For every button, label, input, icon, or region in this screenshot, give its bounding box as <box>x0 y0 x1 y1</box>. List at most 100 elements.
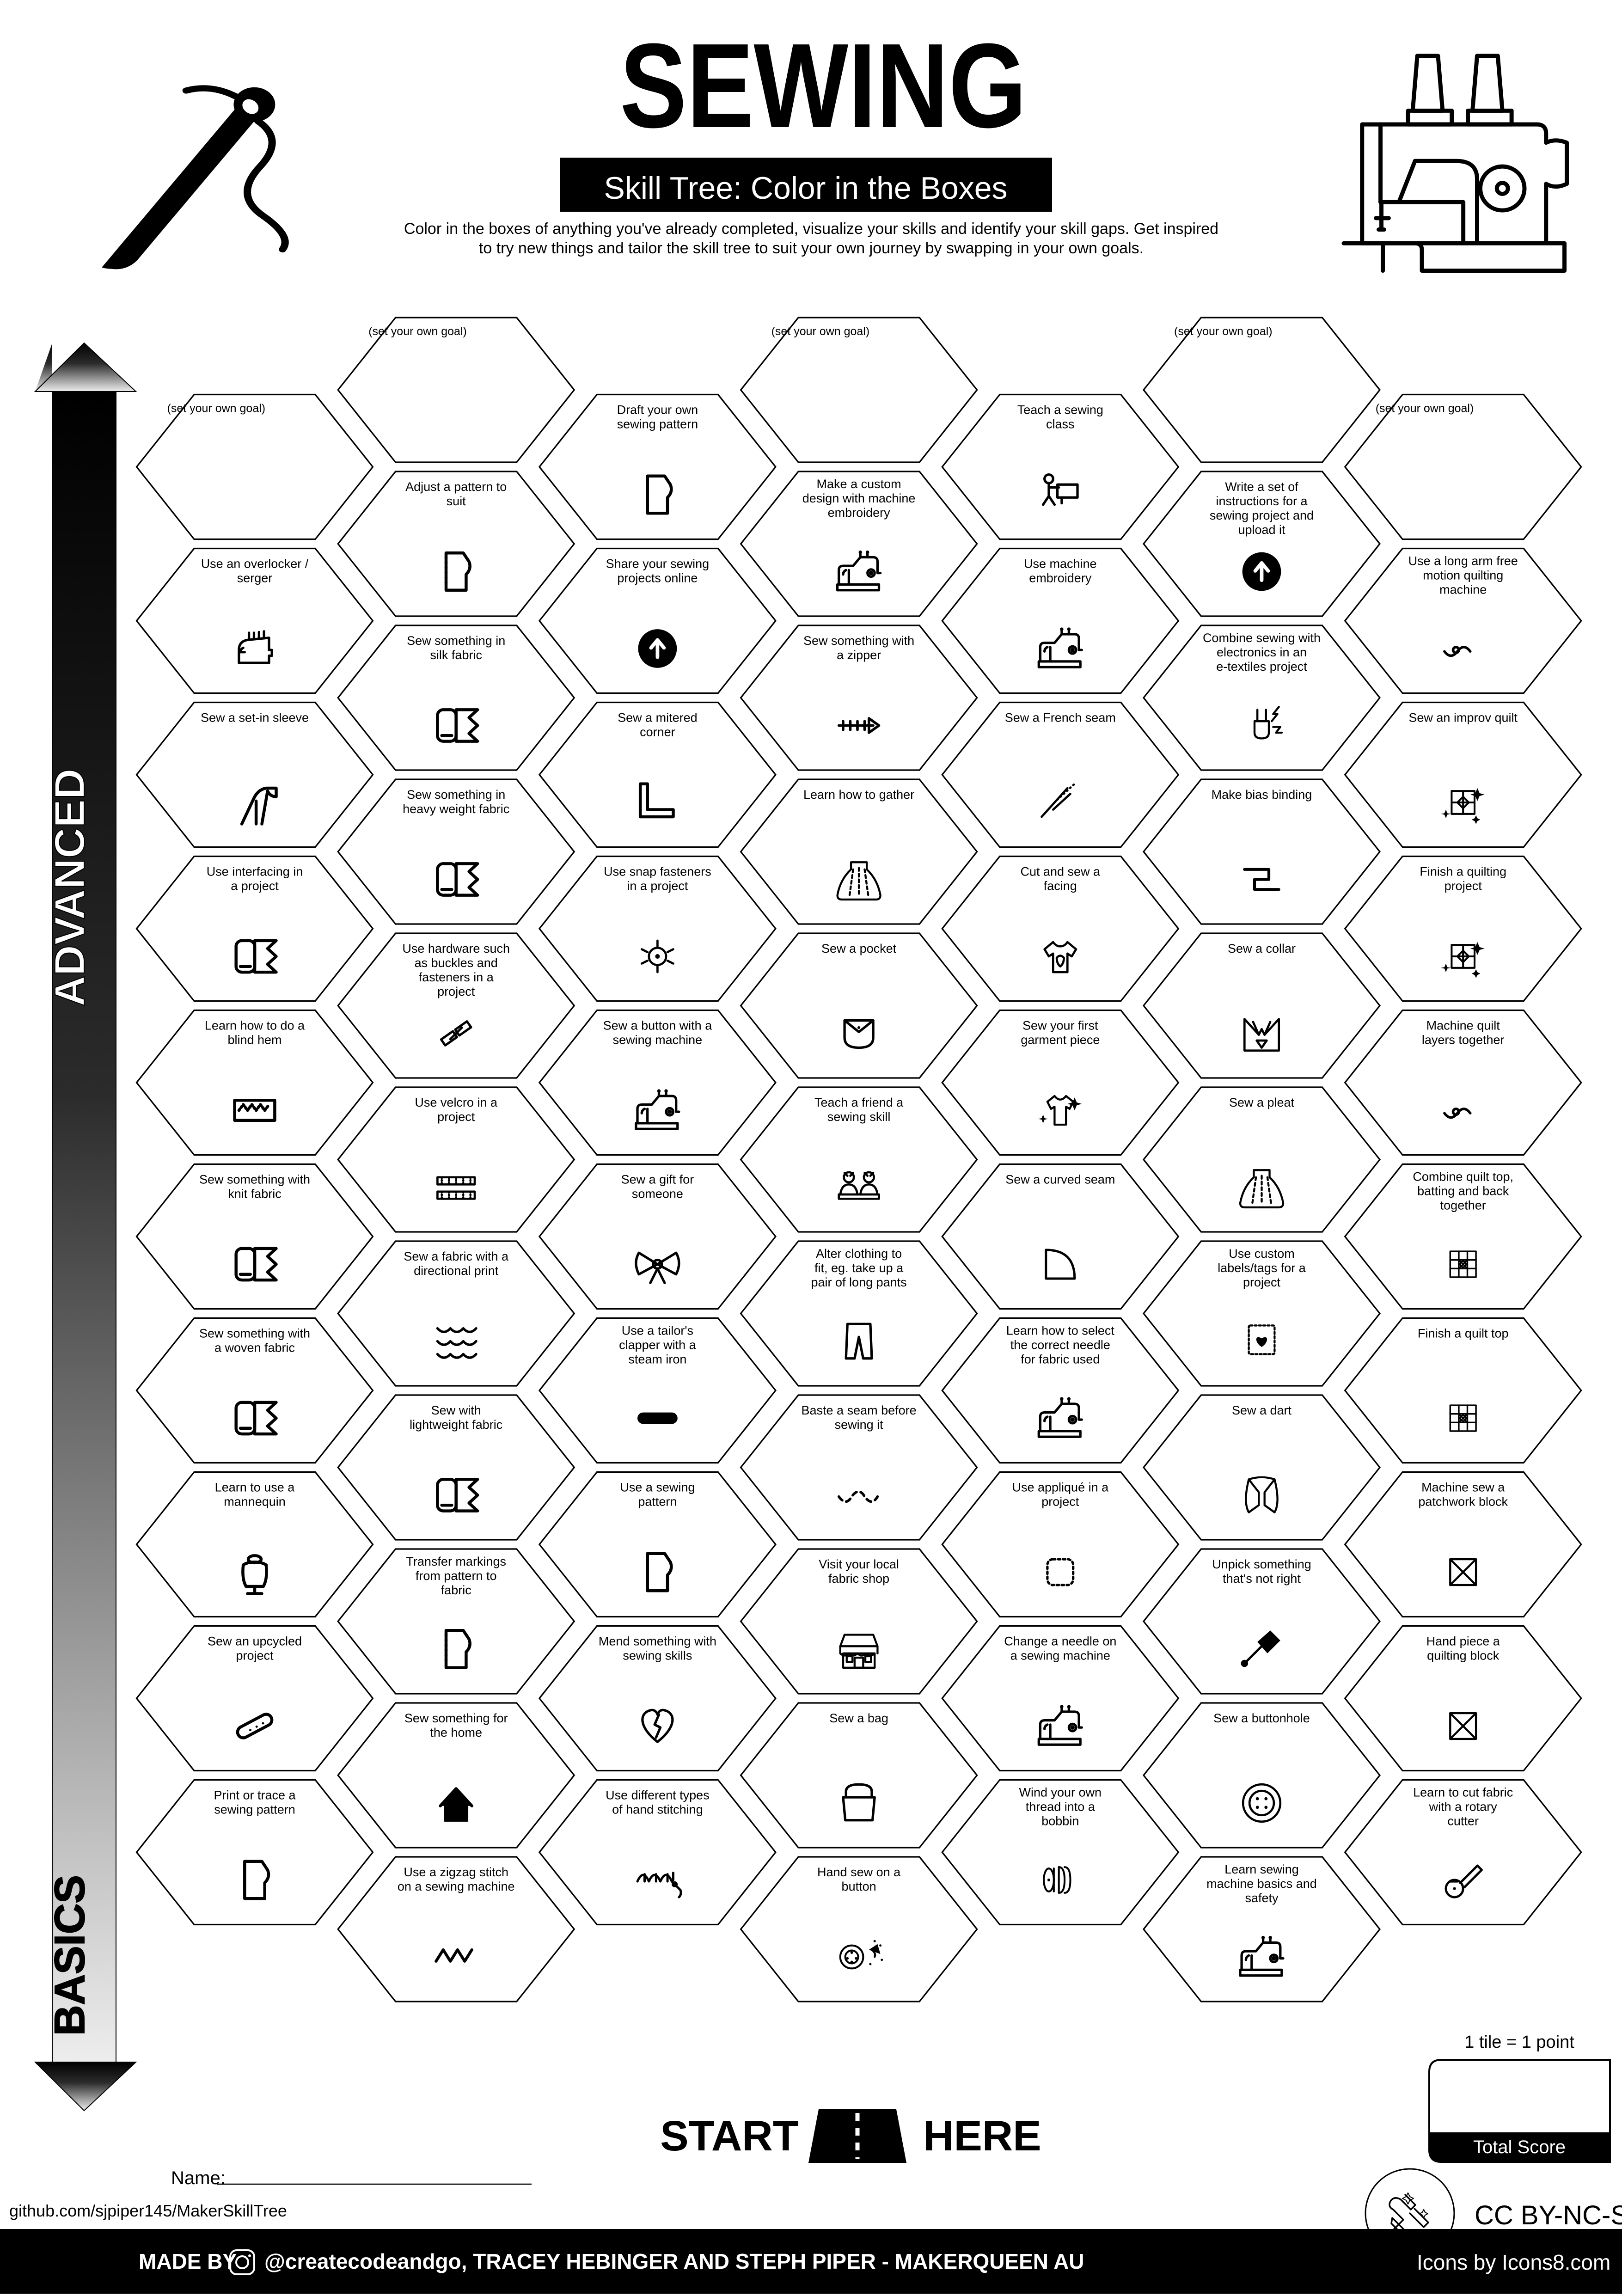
svg-text:1 tile = 1 point: 1 tile = 1 point <box>1464 2033 1574 2052</box>
svg-text:Learn to cut fabric: Learn to cut fabric <box>1413 1786 1513 1800</box>
svg-text:that's not right: that's not right <box>1223 1572 1301 1586</box>
svg-text:Visit your local: Visit your local <box>819 1557 899 1571</box>
svg-text:class: class <box>1046 417 1075 431</box>
svg-text:Use machine: Use machine <box>1024 557 1097 571</box>
svg-text:(set your own goal): (set your own goal) <box>368 325 467 338</box>
svg-text:Use a long arm free: Use a long arm free <box>1408 554 1518 568</box>
svg-text:Sew a gift for: Sew a gift for <box>621 1173 694 1187</box>
svg-text:Finish a quilt top: Finish a quilt top <box>1418 1327 1509 1341</box>
svg-text:e-textiles project: e-textiles project <box>1216 660 1307 673</box>
svg-text:a project: a project <box>231 879 279 893</box>
svg-text:a woven fabric: a woven fabric <box>214 1341 295 1355</box>
svg-text:(set your own goal): (set your own goal) <box>167 402 266 415</box>
svg-text:safety: safety <box>1245 1891 1279 1905</box>
svg-text:facing: facing <box>1044 879 1077 893</box>
svg-text:Sew with: Sew with <box>431 1403 481 1417</box>
svg-text:upload it: upload it <box>1238 523 1285 537</box>
svg-text:instructions for a: instructions for a <box>1216 494 1308 508</box>
svg-text:Machine sew a: Machine sew a <box>1421 1481 1505 1494</box>
svg-text:sewing machine: sewing machine <box>613 1033 703 1047</box>
svg-text:Sew a mitered: Sew a mitered <box>618 711 698 725</box>
svg-text:machine: machine <box>1439 583 1487 597</box>
svg-text:sewing pattern: sewing pattern <box>214 1803 295 1817</box>
svg-text:Use a sewing: Use a sewing <box>620 1481 695 1494</box>
svg-text:Share your sewing: Share your sewing <box>606 557 710 571</box>
svg-text:a sewing machine: a sewing machine <box>1010 1649 1110 1663</box>
svg-text:HERE: HERE <box>923 2112 1041 2160</box>
svg-text:of hand stitching: of hand stitching <box>612 1803 703 1817</box>
svg-text:Sew something with: Sew something with <box>803 634 914 648</box>
svg-text:Use appliqué in a: Use appliqué in a <box>1012 1481 1109 1494</box>
svg-text:Print or trace a: Print or trace a <box>214 1788 296 1802</box>
svg-text:projects online: projects online <box>617 571 698 585</box>
svg-text:Sew a French seam: Sew a French seam <box>1005 711 1116 725</box>
svg-text:sewing project and: sewing project and <box>1210 508 1314 522</box>
svg-text:Sew a button with a: Sew a button with a <box>603 1019 713 1033</box>
svg-text:Sew something for: Sew something for <box>404 1711 508 1725</box>
svg-text:Use snap fasteners: Use snap fasteners <box>604 865 711 879</box>
svg-text:serger: serger <box>237 571 273 585</box>
svg-text:Icons by Icons8.com: Icons by Icons8.com <box>1417 2250 1610 2274</box>
svg-text:directional print: directional print <box>414 1264 499 1278</box>
svg-text:Color in the boxes of anything: Color in the boxes of anything you've al… <box>404 220 1218 238</box>
svg-text:Sew a collar: Sew a collar <box>1228 942 1296 955</box>
svg-text:Sew something with: Sew something with <box>199 1327 310 1341</box>
svg-text:ADVANCED: ADVANCED <box>46 769 93 1007</box>
svg-text:Sew a fabric with a: Sew a fabric with a <box>404 1249 509 1263</box>
svg-text:Use different types: Use different types <box>606 1788 710 1802</box>
svg-text:Hand sew on a: Hand sew on a <box>817 1865 901 1879</box>
svg-text:embroidery: embroidery <box>1029 571 1092 585</box>
svg-text:fit, eg. take up a: fit, eg. take up a <box>814 1261 904 1275</box>
svg-text:as buckles and: as buckles and <box>415 956 498 970</box>
svg-text:fabric shop: fabric shop <box>828 1572 889 1586</box>
svg-text:@createcodeandgo, TRACEY HEBIN: @createcodeandgo, TRACEY HEBINGER AND ST… <box>264 2249 1084 2273</box>
svg-text:garment piece: garment piece <box>1021 1033 1100 1047</box>
svg-text:sewing it: sewing it <box>835 1418 884 1432</box>
svg-text:github.com/sjpiper145/MakerSki: github.com/sjpiper145/MakerSkillTree <box>9 2201 287 2220</box>
svg-text:electronics in an: electronics in an <box>1217 645 1307 659</box>
svg-text:pair of long pants: pair of long pants <box>811 1275 907 1289</box>
svg-text:to try new things and tailor t: to try new things and tailor the skill t… <box>479 239 1144 257</box>
svg-text:quilting block: quilting block <box>1427 1649 1500 1663</box>
svg-text:MADE BY: MADE BY <box>139 2249 237 2273</box>
svg-text:Change a needle on: Change a needle on <box>1004 1635 1116 1648</box>
svg-text:for fabric used: for fabric used <box>1021 1353 1100 1366</box>
svg-text:Teach a friend a: Teach a friend a <box>814 1096 904 1109</box>
svg-text:the home: the home <box>430 1726 482 1739</box>
svg-text:mannequin: mannequin <box>224 1495 286 1509</box>
svg-text:Use velcro in a: Use velcro in a <box>415 1096 498 1109</box>
svg-text:design with machine: design with machine <box>802 491 916 505</box>
svg-text:thread into a: thread into a <box>1026 1800 1096 1814</box>
svg-text:pattern: pattern <box>638 1495 677 1509</box>
svg-text:Sew something in: Sew something in <box>407 788 505 802</box>
svg-text:corner: corner <box>640 725 675 739</box>
svg-text:together: together <box>1440 1199 1486 1212</box>
svg-text:Make bias binding: Make bias binding <box>1212 788 1312 802</box>
svg-text:Sew a pocket: Sew a pocket <box>821 942 897 955</box>
svg-text:Sew a pleat: Sew a pleat <box>1229 1096 1295 1109</box>
svg-text:sewing pattern: sewing pattern <box>617 417 698 431</box>
svg-text:Adjust a pattern to: Adjust a pattern to <box>405 480 507 494</box>
svg-text:Sew a set-in sleeve: Sew a set-in sleeve <box>201 711 309 725</box>
svg-text:heavy weight fabric: heavy weight fabric <box>403 802 509 816</box>
svg-text:Name:: Name: <box>171 2168 226 2188</box>
svg-text:fasteners in a: fasteners in a <box>419 970 494 984</box>
svg-text:suit: suit <box>447 494 466 508</box>
svg-text:Sew something in: Sew something in <box>407 634 505 648</box>
svg-text:Sew an upcycled: Sew an upcycled <box>208 1635 302 1648</box>
svg-text:BASICS: BASICS <box>46 1875 93 2036</box>
svg-text:embroidery: embroidery <box>828 506 891 520</box>
svg-text:Sew an improv quilt: Sew an improv quilt <box>1408 711 1518 725</box>
svg-text:Use hardware such: Use hardware such <box>402 942 510 955</box>
svg-text:Baste a seam before: Baste a seam before <box>802 1403 917 1417</box>
svg-text:project: project <box>1041 1495 1079 1509</box>
svg-text:Make a custom: Make a custom <box>817 477 901 491</box>
svg-text:in a project: in a project <box>627 879 688 893</box>
svg-text:Alter clothing to: Alter clothing to <box>816 1247 902 1261</box>
svg-text:someone: someone <box>632 1187 683 1201</box>
svg-text:Sew a curved seam: Sew a curved seam <box>1005 1173 1115 1187</box>
svg-text:Skill Tree: Color in the Boxes: Skill Tree: Color in the Boxes <box>604 171 1007 206</box>
svg-text:Sew your first: Sew your first <box>1022 1019 1098 1033</box>
svg-text:with a rotary: with a rotary <box>1429 1800 1498 1814</box>
svg-text:CC BY-NC-SA 4.0: CC BY-NC-SA 4.0 <box>1475 2200 1622 2230</box>
